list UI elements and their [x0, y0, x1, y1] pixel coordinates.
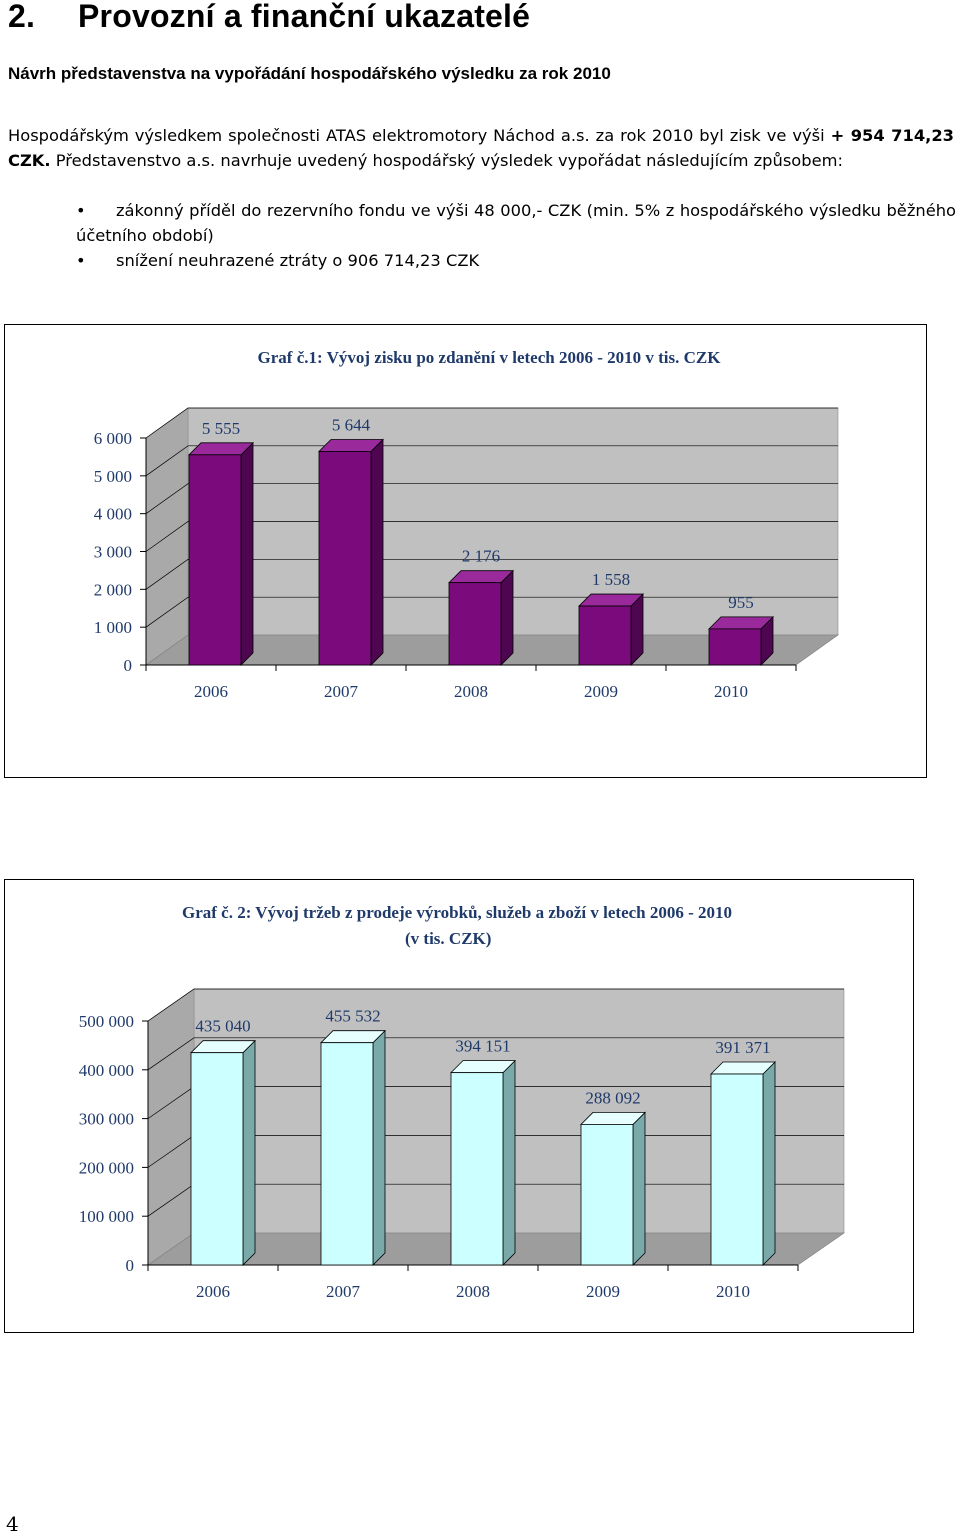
list-item-text: zákonný příděl do rezervního fondu ve vý… — [76, 201, 956, 245]
chart-subtitle: (v tis. CZK) — [405, 929, 491, 948]
bar — [578, 605, 632, 666]
bar-side — [500, 569, 514, 666]
bar — [320, 1042, 374, 1266]
list-item: • zákonný příděl do rezervního fondu ve … — [76, 198, 956, 248]
bar-side — [502, 1059, 516, 1266]
data-label: 394 151 — [455, 1037, 510, 1056]
y-tick-label: 300 000 — [79, 1110, 134, 1129]
gridline — [145, 483, 838, 514]
chart-2-frame: Graf č. 2: Vývoj tržeb z prodeje výrobků… — [4, 879, 914, 1333]
x-tick-label: 2008 — [454, 682, 488, 701]
y-tick-label: 4 000 — [94, 505, 132, 524]
chart-title: Graf č.1: Vývoj zisku po zdanění v letec… — [258, 348, 722, 367]
section-number: 2. — [8, 0, 36, 34]
gridline — [147, 1037, 844, 1071]
data-label: 288 092 — [585, 1088, 640, 1107]
intro-paragraph: Hospodářským výsledkem společnosti ATAS … — [8, 123, 954, 173]
profit-amount: + 954 714,23 CZK. — [8, 126, 954, 170]
x-tick-label: 2009 — [586, 1282, 620, 1301]
bar — [450, 1072, 504, 1266]
revenue-chart: Graf č. 2: Vývoj tržeb z prodeje výrobků… — [79, 903, 845, 1301]
gridline — [147, 988, 844, 1022]
y-tick-label: 0 — [126, 1256, 135, 1275]
bar-side — [372, 1029, 386, 1266]
x-tick-label: 2010 — [714, 682, 748, 701]
chart-side-wall — [147, 988, 195, 1266]
data-label: 1 558 — [592, 570, 630, 589]
x-tick-label: 2009 — [584, 682, 618, 701]
bar-side — [240, 441, 254, 666]
data-label: 5 555 — [202, 419, 240, 438]
bar — [710, 1073, 764, 1266]
bar — [188, 454, 242, 666]
bar — [708, 628, 762, 666]
y-tick-label: 200 000 — [79, 1158, 134, 1177]
x-tick-label: 2006 — [196, 1282, 230, 1301]
page-number: 4 — [6, 1512, 19, 1536]
paragraph-text-2: Představenstvo a.s. navrhuje uvedený hos… — [50, 151, 843, 170]
paragraph-text-1: Hospodářským výsledkem společnosti ATAS … — [8, 126, 831, 145]
bar — [190, 1052, 244, 1266]
x-tick-label: 2010 — [716, 1282, 750, 1301]
bar-side — [762, 1061, 776, 1266]
list-item: • snížení neuhrazené ztráty o 906 714,23… — [76, 248, 956, 273]
chart-1-frame: Graf č.1: Vývoj zisku po zdanění v letec… — [4, 324, 927, 778]
y-tick-label: 2 000 — [94, 580, 132, 599]
x-tick-label: 2008 — [456, 1282, 490, 1301]
data-label: 5 644 — [332, 415, 371, 434]
bullet-icon: • — [76, 201, 86, 220]
x-tick-label: 2007 — [326, 1282, 361, 1301]
bar-side — [242, 1039, 256, 1266]
y-tick-label: 3 000 — [94, 543, 132, 562]
bar — [580, 1124, 634, 1266]
y-tick-label: 100 000 — [79, 1207, 134, 1226]
bullet-icon: • — [76, 251, 86, 270]
data-label: 435 040 — [195, 1017, 250, 1036]
y-tick-label: 500 000 — [79, 1012, 134, 1031]
proposal-subheading: Návrh představenstva na vypořádání hospo… — [8, 64, 611, 83]
y-tick-label: 5 000 — [94, 467, 132, 486]
profit-chart: Graf č.1: Vývoj zisku po zdanění v letec… — [94, 348, 839, 701]
x-tick-label: 2006 — [194, 682, 228, 701]
bar-side — [370, 438, 384, 666]
bar — [318, 451, 372, 666]
gridline — [145, 407, 838, 439]
section-title: Provozní a finanční ukazatelé — [78, 0, 531, 34]
bar-side — [632, 1111, 646, 1266]
y-tick-label: 400 000 — [79, 1061, 134, 1080]
data-label: 455 532 — [325, 1007, 380, 1026]
x-tick-label: 2007 — [324, 682, 359, 701]
gridline — [145, 445, 838, 477]
data-label: 2 176 — [462, 547, 500, 566]
data-label: 955 — [728, 593, 754, 612]
data-label: 391 371 — [715, 1038, 770, 1057]
chart-title: Graf č. 2: Vývoj tržeb z prodeje výrobků… — [182, 903, 732, 922]
list-item-text: snížení neuhrazené ztráty o 906 714,23 C… — [116, 251, 480, 270]
bar — [448, 582, 502, 666]
y-tick-label: 6 000 — [94, 429, 132, 448]
gridline — [145, 558, 838, 590]
y-tick-label: 1 000 — [94, 618, 132, 637]
gridline — [145, 521, 838, 552]
section-heading: 2. Provozní a finanční ukazatelé — [8, 0, 530, 35]
y-tick-label: 0 — [124, 656, 133, 675]
